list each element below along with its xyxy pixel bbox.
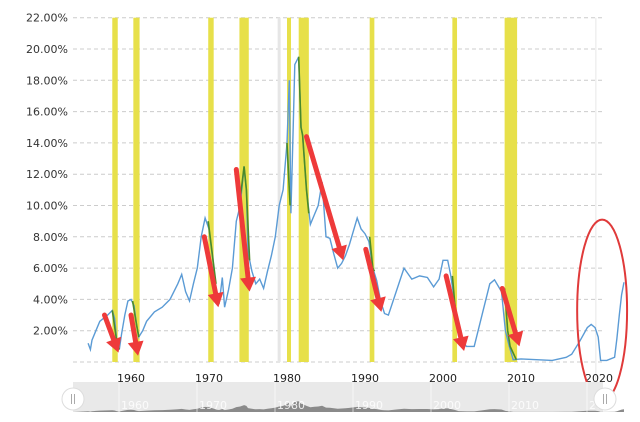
- arrow-down-icon: [101, 312, 117, 342]
- recession-band: [133, 17, 140, 362]
- recession-band: [369, 17, 375, 362]
- y-tick-label: 18.00%: [26, 74, 68, 87]
- arrow-down-icon: [499, 285, 518, 336]
- rate-line: [87, 56, 625, 362]
- recession-band: [298, 17, 309, 362]
- recession-band: [208, 17, 214, 362]
- y-axis-labels: 2.00% 4.00% 6.00% 8.00% 10.00% 12.00% 14.00% 16…: [26, 12, 68, 338]
- x-tick-label: 2010: [507, 372, 535, 385]
- recession-band: [452, 17, 458, 362]
- y-tick-label: 14.00%: [26, 137, 68, 150]
- recession-segment: [207, 221, 217, 284]
- y-tick-label: 20.00%: [26, 43, 68, 56]
- arrow-down-icon: [304, 134, 342, 250]
- y-tick-label: 8.00%: [33, 231, 68, 244]
- y-tick-label: 10.00%: [26, 200, 68, 213]
- recession-segment: [131, 300, 140, 338]
- navigator-right-handle[interactable]: [593, 387, 617, 411]
- recession-segment: [238, 166, 251, 261]
- arrow-down-icon: [128, 312, 139, 345]
- arrow-down-icon: [233, 167, 251, 281]
- recession-segment: [286, 142, 291, 206]
- navigator-tick-label: 1960: [121, 399, 149, 412]
- x-tick-label: 2000: [429, 372, 457, 385]
- x-tick-label: 1990: [351, 372, 379, 385]
- recession-bands: [112, 17, 518, 362]
- navigator-tick-label: 1970: [199, 399, 227, 412]
- y-tick-label: 6.00%: [33, 262, 68, 275]
- y-tick-label: 2.00%: [33, 325, 68, 338]
- arrow-down-icon: [443, 273, 464, 340]
- down-arrows: [101, 134, 524, 356]
- x-tick-label: 2020: [585, 372, 613, 385]
- y-tick-label: 16.00%: [26, 106, 68, 119]
- y-tick-label: 22.00%: [26, 12, 68, 25]
- grid-lines: [73, 17, 605, 412]
- recession-band: [239, 17, 249, 362]
- x-tick-label: 1970: [195, 372, 223, 385]
- arrow-down-icon: [201, 234, 219, 296]
- navigator-area: [73, 401, 624, 412]
- navigator-tick-label: 2010: [511, 399, 539, 412]
- y-tick-label: 12.00%: [26, 168, 68, 181]
- x-tick-label: 1960: [117, 372, 145, 385]
- navigator-background: [73, 382, 603, 412]
- navigator-left-handle[interactable]: [61, 387, 85, 411]
- recession-band: [112, 17, 118, 362]
- navigator-tick-label: 1980: [277, 399, 305, 412]
- x-tick-label: 1980: [273, 372, 301, 385]
- arrow-down-icon: [363, 246, 381, 301]
- navigator-tick-label: 2000: [433, 399, 461, 412]
- navigator-tick-label: 1990: [355, 399, 383, 412]
- x-axis-labels: 1960 1970 1980 1990 2000 2010 2020: [117, 372, 613, 385]
- recession-segment: [297, 56, 310, 214]
- y-tick-label: 4.00%: [33, 293, 68, 306]
- recession-band: [504, 17, 518, 362]
